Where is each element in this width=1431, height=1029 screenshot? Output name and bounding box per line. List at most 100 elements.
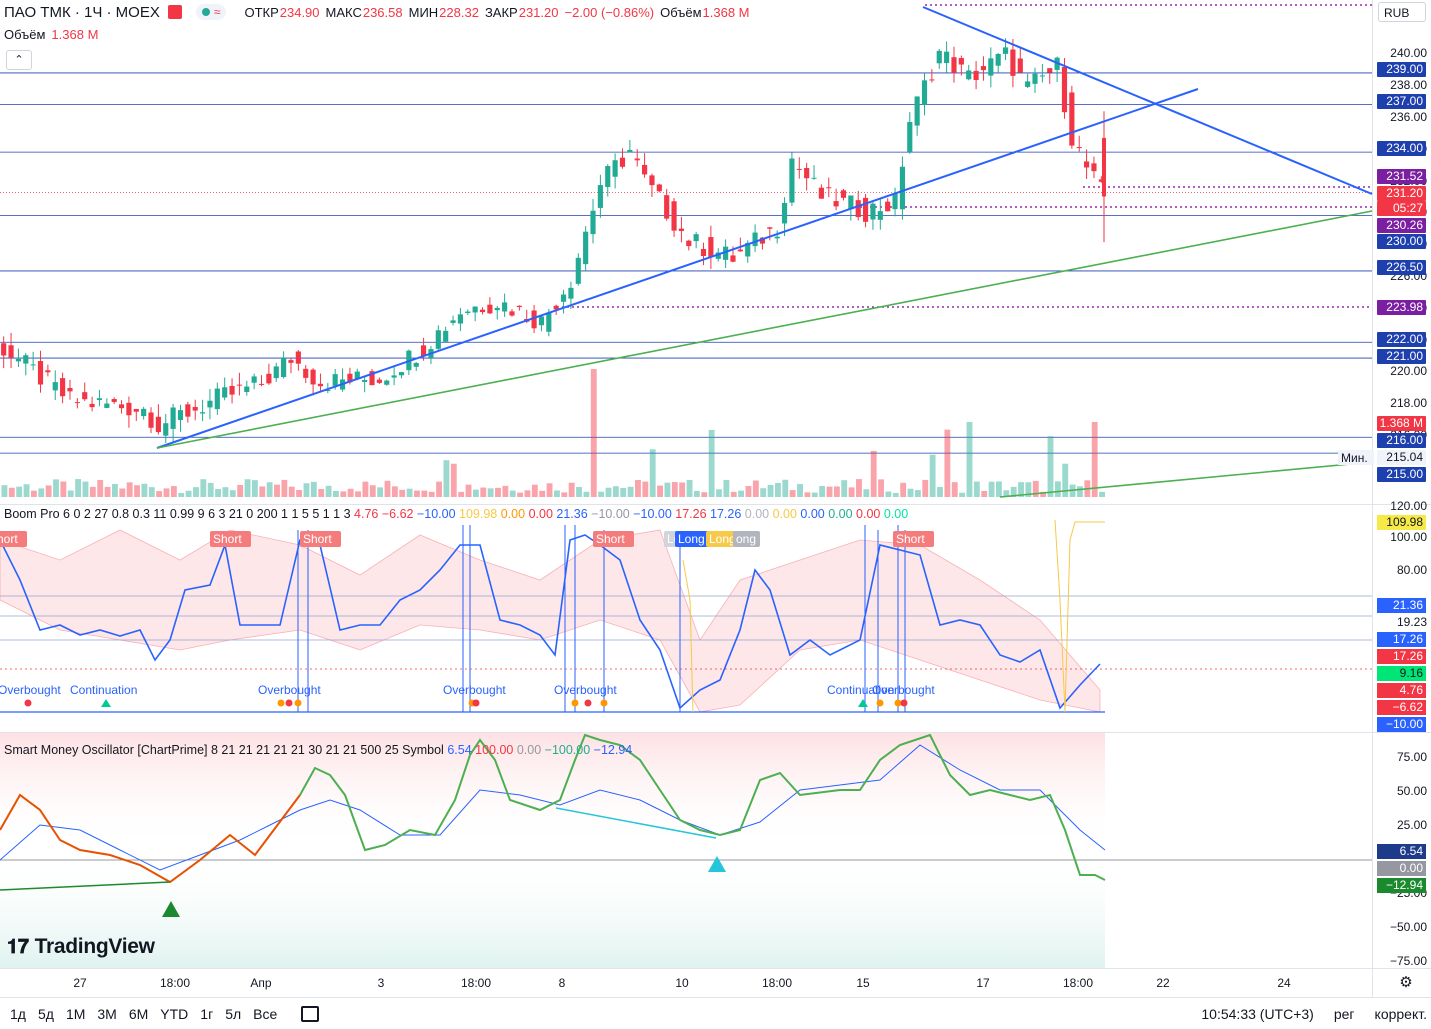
smo-signal-line [0,744,1106,871]
boom-triangle-marker [858,699,868,707]
price-tick: 120.00 [1390,499,1427,513]
smo-tag-bg [1377,861,1426,876]
timeframe-1д[interactable]: 1д [10,1005,26,1022]
price-tag: 223.98 [1377,300,1426,315]
candle-body [686,240,692,247]
volume-bar [274,484,280,497]
candle-body [104,403,110,408]
price-tag-label: 05:27 [1393,201,1423,215]
candle-body [37,361,44,385]
smo-tag: −12.94 [1377,878,1426,893]
volume-bar [303,483,310,497]
candle-body [597,185,603,208]
timeframe-Все[interactable]: Все [253,1005,278,1022]
close-label: ЗАКР [484,4,518,20]
currency-selector[interactable]: RUB [1378,2,1426,22]
volume-bar [892,492,899,497]
candle-body [781,202,788,224]
price-tag-bg [1377,416,1426,431]
smo-bg [0,733,1105,968]
smo-axis-tick: 25.00 [1397,818,1427,832]
volume-bar [487,488,494,497]
volume-bar [82,481,89,497]
boom-signal-label: ong [736,532,756,546]
price-tag-label: 239.00 [1386,62,1423,76]
last-candle-body [1102,137,1106,197]
smo-divergence-line [0,881,171,891]
boom-dot-marker [900,699,908,707]
volume-bar [384,480,391,497]
boom-pro-title: Boom Pro 6 0 2 27 0.8 0.3 11 0.99 9 6 3 … [4,507,351,521]
smo-legend[interactable]: Smart Money Oscillator [ChartPrime] 8 21… [4,743,632,757]
gear-icon[interactable]: ⚙ [1399,974,1413,991]
timeframe-1г[interactable]: 1г [200,1005,214,1022]
volume-bar [251,480,258,497]
bottom-right-info: 10:54:33 (UTC+3) рег коррект. [1201,998,1431,1029]
calendar-icon[interactable] [301,1005,320,1022]
price-tag-bg [1377,169,1426,184]
session-mode[interactable]: рег [1333,1005,1355,1022]
timeframe-1М[interactable]: 1М [65,1005,86,1022]
volume-bar [914,490,921,497]
volume-bar [782,479,789,497]
volume-bar [531,484,538,497]
candle-body [502,302,508,312]
timeframe-YTD[interactable]: YTD [160,1005,189,1022]
boom-axis-tick: 80.00 [1397,563,1427,577]
candle-body [583,231,589,265]
boom-signal: Short [210,531,251,547]
boom-pro-legend[interactable]: Boom Pro 6 0 2 27 0.8 0.3 11 0.99 9 6 3 … [4,507,908,521]
volume-legend-value: 1.368 M [51,27,99,42]
candle-body [590,210,596,235]
adjust-toggle[interactable]: коррект. [1374,1005,1427,1022]
flag-icon[interactable] [167,5,182,19]
symbol-title[interactable]: ПАО ТМК · 1Ч · MOEX [4,3,160,21]
bottom-toolbar: 1д 5д 1М 3М 6М YTD 1г 5л Все 10:54:33 (UTC+3) ре… [0,998,1431,1029]
candle-body [15,358,21,362]
volume-bar [30,490,37,497]
trend-line-support [156,88,1199,449]
price-tag: 221.00 [1377,349,1426,364]
candle-body [1076,147,1082,149]
collapse-legend-button[interactable]: ⌃ [6,50,32,70]
timeframe-6М[interactable]: 6М [128,1005,149,1022]
volume-bar [502,485,509,497]
market-status[interactable]: ≈ [195,4,227,20]
volume-bar [495,487,501,497]
candle-body [1047,68,1053,73]
volume-bar [134,485,140,497]
candle-body [789,158,795,203]
tradingview-logo[interactable]: 𝟏𝟕 TradingView [7,935,155,959]
volume-bar [907,488,914,497]
price-tag-bg [1377,218,1426,233]
boom-axis-tick: 19.23 [1397,615,1427,629]
volume-bar [944,429,951,497]
volume-bar [686,480,693,497]
smo-divergence-line [555,807,717,839]
time-axis-label: 22 [1156,976,1170,990]
volume-bar [959,492,966,497]
timeframe-5д[interactable]: 5д [37,1005,54,1022]
timeframe-5л[interactable]: 5л [225,1005,242,1022]
volume-bar [951,482,958,497]
candle-body [376,379,382,383]
candle-body [995,53,1001,66]
candle-body [273,366,279,379]
volume-legend[interactable]: Объём 1.368 M [4,27,98,42]
smo-tag: 6.54 [1377,844,1426,859]
time-axis-label: 27 [73,976,87,990]
smo-tag: 0.00 [1377,861,1426,876]
volume-bar [436,481,442,497]
boom-oscillator [0,534,1101,710]
candle-body [472,306,478,313]
candle-body [67,387,73,392]
legend-value: 0.00 [800,507,829,521]
legend-value: −10.00 [633,507,676,521]
boom-tag-bg [1377,700,1426,715]
volume-bar [458,491,465,497]
volume-bar [369,485,376,497]
price-tag-bg [1377,433,1426,448]
timeframe-3М[interactable]: 3М [97,1005,117,1022]
clock[interactable]: 10:54:33 (UTC+3) [1201,1005,1314,1022]
